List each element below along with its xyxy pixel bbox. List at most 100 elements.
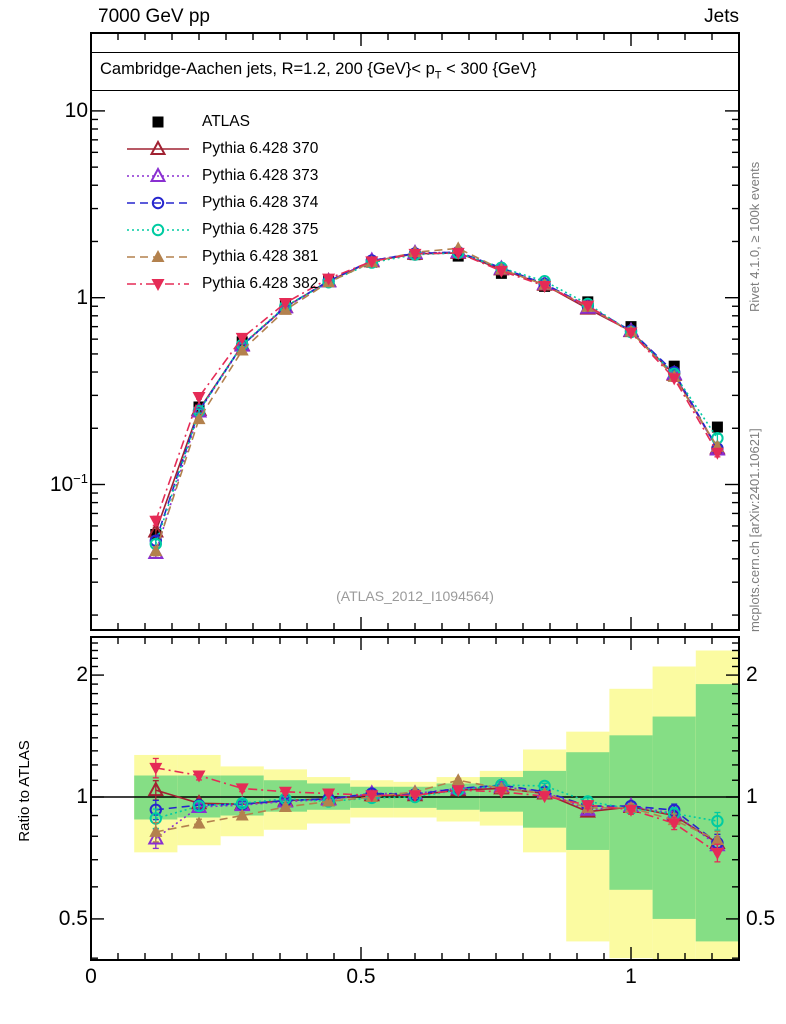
data-point-marker [152, 116, 164, 127]
legend-label: Pythia 6.428 370 [202, 139, 319, 157]
data-point-marker [538, 280, 552, 293]
data-point-marker [667, 373, 681, 386]
main-y-tick-label-1: 1 [76, 286, 88, 309]
data-point-marker [149, 515, 163, 528]
legend-marker-pythia-6-428-374 [127, 196, 189, 209]
data-point-marker [710, 447, 724, 460]
data-point-marker [193, 401, 205, 413]
data-point-marker [151, 249, 165, 262]
data-point-marker [235, 808, 249, 821]
analysis-id-watermark: (ATLAS_2012_I1094564) [336, 588, 494, 604]
series-line [155, 784, 718, 844]
data-point-marker [710, 847, 724, 860]
legend-marker-pythia-6-428-373 [127, 166, 189, 182]
data-point-marker [192, 392, 206, 405]
axis-ticks [91, 33, 739, 960]
series-line [155, 784, 718, 822]
data-point-marker [451, 247, 465, 260]
x-tick-label-1: 1 [625, 965, 637, 988]
data-point-marker [149, 139, 167, 155]
data-point-marker [235, 783, 249, 796]
data-point-marker [192, 770, 206, 783]
data-point-marker [451, 785, 465, 798]
data-point-marker [581, 800, 595, 813]
legend-item-pythia-6-428-381: Pythia 6.428 381 [126, 243, 318, 270]
data-point-marker [624, 804, 638, 817]
series-line [155, 767, 718, 854]
legend-marker-atlas [152, 116, 164, 127]
legend-item-pythia-6-428-375: Pythia 6.428 375 [126, 216, 318, 243]
legend-item-pythia-6-428-373: Pythia 6.428 373 [126, 162, 318, 189]
mcplots-arxiv-note: mcplots.cern.ch [arXiv:2401.10621] [747, 428, 762, 632]
legend-item-pythia-6-428-382: Pythia 6.428 382 [126, 270, 318, 297]
x-tick-label-0: 0 [85, 965, 97, 988]
data-point-marker [711, 421, 723, 433]
series-line [155, 779, 718, 841]
data-point-marker [192, 816, 206, 829]
legend-marker-pythia-6-428-381 [127, 249, 189, 262]
series-pythia-6-428-382 [149, 757, 724, 863]
data-point-marker [408, 248, 422, 261]
ratio-y-tick-label-05-left: 0.5 [58, 907, 88, 930]
ratio-y-tick-label-1-right: 1 [746, 785, 758, 808]
data-point-marker [236, 797, 249, 810]
data-point-marker [710, 833, 724, 846]
data-point-marker [322, 273, 336, 286]
ratio-y-tick-label-1-left: 1 [76, 785, 88, 808]
data-point-marker [149, 544, 163, 557]
data-point-marker [581, 300, 595, 313]
data-point-marker [365, 256, 379, 269]
data-point-marker [408, 790, 422, 803]
data-point-marker [149, 824, 163, 837]
data-point-marker [711, 814, 724, 828]
tick-label-exponent: −1 [73, 471, 88, 486]
data-point-marker [624, 327, 638, 340]
tick-label-base: 10 [49, 473, 74, 496]
data-point-marker [667, 818, 681, 831]
legend-item-atlas: ATLAS [126, 108, 318, 135]
legend: ATLAS Pythia 6.428 370 Pythia 6.428 373 Pyt… [126, 108, 318, 297]
legend-item-pythia-6-428-374: Pythia 6.428 374 [126, 189, 318, 216]
data-point-marker [151, 196, 165, 209]
analysis-group-label: Jets [704, 6, 739, 27]
data-point-marker [149, 166, 167, 182]
legend-label: Pythia 6.428 374 [202, 193, 319, 211]
series-line [155, 247, 719, 552]
legend-label: Pythia 6.428 375 [202, 220, 319, 238]
data-point-marker [278, 297, 292, 310]
ratio-y-tick-label-2-right: 2 [746, 663, 758, 686]
data-point-marker [278, 799, 292, 812]
legend-marker-pythia-6-428-375 [127, 223, 189, 236]
observable-title-suffix: < 300 {GeV} [441, 60, 537, 78]
series-line [155, 251, 719, 554]
data-point-marker [322, 788, 336, 801]
ratio-axis-title: Ratio to ATLAS [16, 740, 33, 842]
observable-title-text: Cambridge-Aachen jets, R=1.2, 200 {GeV}<… [100, 60, 435, 78]
data-point-marker [538, 791, 552, 804]
data-point-marker [494, 786, 508, 799]
data-point-marker [235, 332, 249, 345]
data-point-marker [147, 829, 164, 845]
legend-item-pythia-6-428-370: Pythia 6.428 370 [126, 135, 318, 162]
data-point-marker [192, 412, 206, 425]
data-point-marker [451, 773, 465, 786]
legend-label: Pythia 6.428 373 [202, 166, 319, 184]
series-line [155, 252, 719, 521]
data-point-marker [151, 278, 165, 291]
data-point-marker [235, 343, 249, 356]
x-tick-label-05: 0.5 [346, 965, 376, 988]
observable-title: Cambridge-Aachen jets, R=1.2, 200 {GeV}<… [91, 52, 739, 92]
pt-subscript: T [434, 69, 442, 82]
ratio-y-tick-label-2-left: 2 [76, 663, 88, 686]
data-point-marker [149, 762, 163, 775]
legend-label: ATLAS [202, 112, 250, 130]
series-pythia-6-428-382 [149, 247, 724, 528]
legend-label: Pythia 6.428 381 [202, 247, 319, 265]
legend-marker-pythia-6-428-382 [127, 278, 189, 291]
data-point-marker [365, 790, 379, 803]
series-line [155, 785, 718, 846]
legend-label: Pythia 6.428 382 [202, 274, 319, 292]
data-point-marker [147, 781, 164, 797]
